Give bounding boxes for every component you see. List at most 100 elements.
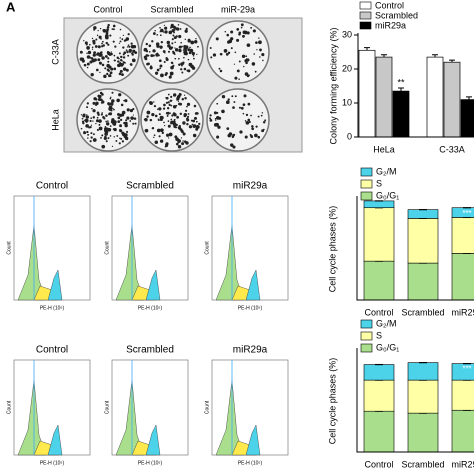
colony — [197, 45, 199, 48]
colony — [171, 114, 174, 117]
y-tick-label: 30 — [342, 29, 352, 39]
colony — [130, 116, 134, 120]
colony — [126, 46, 129, 48]
colony — [102, 40, 104, 43]
colony — [221, 109, 225, 114]
colony — [154, 114, 158, 118]
colony — [152, 49, 156, 53]
colony — [154, 140, 159, 145]
plate — [206, 88, 270, 152]
legend-label: G₂/M — [376, 166, 397, 176]
colony — [250, 26, 253, 29]
colony — [122, 46, 125, 49]
colony — [121, 63, 125, 66]
bar-segment — [451, 409, 474, 453]
plate — [140, 20, 204, 84]
colony — [151, 112, 155, 117]
error-bar — [449, 59, 455, 63]
colony — [218, 67, 221, 70]
colony — [234, 51, 237, 54]
colony — [210, 56, 213, 59]
colony — [156, 33, 159, 36]
colony — [180, 62, 184, 66]
colony — [113, 136, 115, 138]
flow-y-label: Count — [204, 400, 210, 414]
colony — [159, 139, 164, 143]
colony — [119, 69, 123, 73]
colony — [113, 108, 115, 111]
colony — [105, 30, 109, 33]
colony — [106, 25, 110, 29]
colony — [105, 114, 108, 117]
colony — [236, 38, 240, 42]
colony — [92, 109, 96, 113]
colony — [98, 35, 102, 39]
colony — [94, 103, 98, 107]
flow-x-label: PE-H (10⁵) — [138, 305, 163, 311]
colony — [165, 96, 169, 100]
bar-segment — [407, 209, 439, 219]
colony — [111, 28, 114, 30]
colony — [92, 101, 96, 105]
flow-title: Control — [36, 345, 68, 356]
colony — [165, 56, 168, 60]
colony — [175, 104, 178, 107]
colony — [243, 65, 245, 68]
flow-x-label: PE-H (10⁵) — [238, 460, 263, 466]
flow-x-label: PE-H (10⁵) — [138, 460, 163, 466]
legend-label: miR29a — [375, 20, 406, 30]
colony — [177, 24, 180, 26]
colony — [143, 118, 146, 121]
colony — [179, 103, 182, 105]
colony — [191, 51, 195, 56]
colony — [262, 120, 266, 124]
colony — [162, 31, 165, 33]
colony — [167, 93, 170, 96]
colony — [159, 45, 163, 49]
colony — [158, 135, 161, 138]
colony — [134, 51, 138, 55]
colony — [253, 53, 255, 55]
colony — [170, 61, 174, 65]
colony — [168, 75, 172, 79]
colony — [259, 48, 262, 52]
colony — [127, 54, 130, 57]
colony — [179, 128, 182, 131]
colony — [98, 61, 102, 65]
colony — [108, 113, 111, 116]
colony — [119, 61, 121, 64]
colony — [238, 106, 241, 109]
colony — [125, 49, 128, 52]
bar — [375, 56, 393, 138]
colony — [98, 119, 102, 123]
bar-segment — [363, 207, 395, 262]
colony — [133, 117, 137, 120]
colony — [184, 109, 188, 112]
colony — [81, 59, 85, 63]
colony — [209, 117, 212, 120]
colony — [92, 53, 96, 57]
colony — [126, 116, 130, 120]
bar-segment — [451, 379, 474, 411]
colony — [169, 112, 172, 114]
colony — [172, 104, 177, 109]
colony — [130, 64, 133, 66]
colony — [252, 29, 256, 33]
colony — [227, 98, 230, 101]
colony — [173, 93, 177, 97]
colony — [159, 34, 162, 37]
colony — [195, 112, 199, 115]
colony — [170, 118, 173, 121]
colony — [224, 30, 227, 33]
colony — [216, 135, 220, 139]
colony — [123, 121, 126, 125]
colony — [254, 133, 258, 138]
colony — [125, 137, 129, 141]
colony — [106, 28, 109, 31]
x-tick-label: Scrambled — [401, 459, 444, 469]
colony — [186, 102, 191, 106]
colony — [262, 59, 264, 62]
colony — [170, 95, 173, 98]
colony — [156, 108, 159, 110]
colony — [197, 126, 200, 129]
